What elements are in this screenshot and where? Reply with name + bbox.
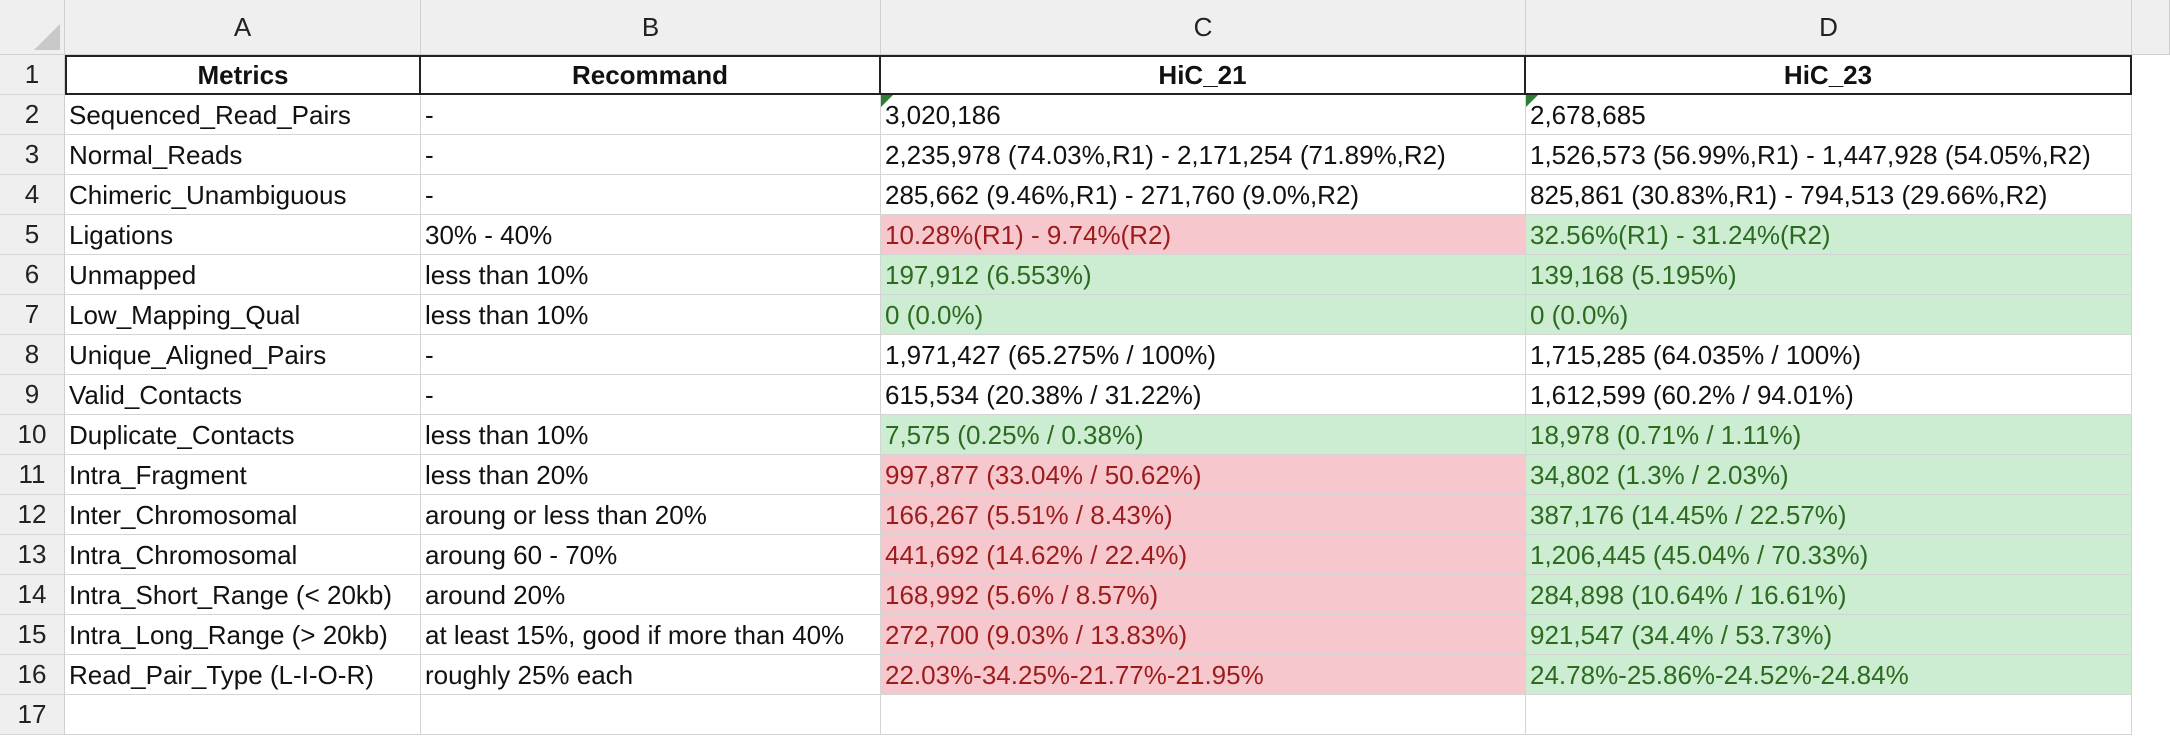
column-header-c[interactable]: C [881, 0, 1526, 55]
cell-b11[interactable]: less than 20% [421, 455, 881, 495]
cell-d12[interactable]: 387,176 (14.45% / 22.57%) [1526, 495, 2132, 535]
cell-c11[interactable]: 997,877 (33.04% / 50.62%) [881, 455, 1526, 495]
row-header-7[interactable]: 7 [0, 295, 65, 335]
cell-a3[interactable]: Normal_Reads [65, 135, 421, 175]
cell-a10[interactable]: Duplicate_Contacts [65, 415, 421, 455]
cell-c10[interactable]: 7,575 (0.25% / 0.38%) [881, 415, 1526, 455]
cell-b4[interactable]: - [421, 175, 881, 215]
cell-c14[interactable]: 168,992 (5.6% / 8.57%) [881, 575, 1526, 615]
cell-d5[interactable]: 32.56%(R1) - 31.24%(R2) [1526, 215, 2132, 255]
cell-c16[interactable]: 22.03%-34.25%-21.77%-21.95% [881, 655, 1526, 695]
cell-c13[interactable]: 441,692 (14.62% / 22.4%) [881, 535, 1526, 575]
row-header-3[interactable]: 3 [0, 135, 65, 175]
row-header-14[interactable]: 14 [0, 575, 65, 615]
cell-c9[interactable]: 615,534 (20.38% / 31.22%) [881, 375, 1526, 415]
row-header-6[interactable]: 6 [0, 255, 65, 295]
header-recommand[interactable]: Recommand [421, 55, 881, 95]
cell-a8[interactable]: Unique_Aligned_Pairs [65, 335, 421, 375]
cell-a4[interactable]: Chimeric_Unambiguous [65, 175, 421, 215]
row-header-4[interactable]: 4 [0, 175, 65, 215]
cell-d11[interactable]: 34,802 (1.3% / 2.03%) [1526, 455, 2132, 495]
cell-c17[interactable] [881, 695, 1526, 735]
cell-a9[interactable]: Valid_Contacts [65, 375, 421, 415]
cell-d4[interactable]: 825,861 (30.83%,R1) - 794,513 (29.66%,R2… [1526, 175, 2132, 215]
row-header-12[interactable]: 12 [0, 495, 65, 535]
cell-a6[interactable]: Unmapped [65, 255, 421, 295]
cell-a11[interactable]: Intra_Fragment [65, 455, 421, 495]
cell-d9[interactable]: 1,612,599 (60.2% / 94.01%) [1526, 375, 2132, 415]
cell-b13[interactable]: aroung 60 - 70% [421, 535, 881, 575]
cell-b2[interactable]: - [421, 95, 881, 135]
cell-b7[interactable]: less than 10% [421, 295, 881, 335]
cell-a17[interactable] [65, 695, 421, 735]
cell-b12[interactable]: aroung or less than 20% [421, 495, 881, 535]
cell-b10[interactable]: less than 10% [421, 415, 881, 455]
cell-a7[interactable]: Low_Mapping_Qual [65, 295, 421, 335]
row-header-15[interactable]: 15 [0, 615, 65, 655]
row-header-2[interactable]: 2 [0, 95, 65, 135]
cell-c6[interactable]: 197,912 (6.553%) [881, 255, 1526, 295]
cell-d17[interactable] [1526, 695, 2132, 735]
column-header-b[interactable]: B [421, 0, 881, 55]
cell-a12[interactable]: Inter_Chromosomal [65, 495, 421, 535]
cell-c8[interactable]: 1,971,427 (65.275% / 100%) [881, 335, 1526, 375]
error-indicator-icon [1526, 95, 1538, 107]
cell-d6[interactable]: 139,168 (5.195%) [1526, 255, 2132, 295]
cell-d14[interactable]: 284,898 (10.64% / 16.61%) [1526, 575, 2132, 615]
row-header-13[interactable]: 13 [0, 535, 65, 575]
row-header-11[interactable]: 11 [0, 455, 65, 495]
cell-a15[interactable]: Intra_Long_Range (> 20kb) [65, 615, 421, 655]
row-header-9[interactable]: 9 [0, 375, 65, 415]
cell-d8[interactable]: 1,715,285 (64.035% / 100%) [1526, 335, 2132, 375]
cell-a5[interactable]: Ligations [65, 215, 421, 255]
cell-c4[interactable]: 285,662 (9.46%,R1) - 271,760 (9.0%,R2) [881, 175, 1526, 215]
header-metrics[interactable]: Metrics [65, 55, 421, 95]
row-header-8[interactable]: 8 [0, 335, 65, 375]
cell-a16[interactable]: Read_Pair_Type (L-I-O-R) [65, 655, 421, 695]
cell-c3[interactable]: 2,235,978 (74.03%,R1) - 2,171,254 (71.89… [881, 135, 1526, 175]
cell-d10[interactable]: 18,978 (0.71% / 1.11%) [1526, 415, 2132, 455]
row-header-10[interactable]: 10 [0, 415, 65, 455]
header-hic23[interactable]: HiC_23 [1526, 55, 2132, 95]
cell-b3[interactable]: - [421, 135, 881, 175]
cell-c2[interactable]: 3,020,186 [881, 95, 1526, 135]
cell-d15[interactable]: 921,547 (34.4% / 53.73%) [1526, 615, 2132, 655]
cell-d16[interactable]: 24.78%-25.86%-24.52%-24.84% [1526, 655, 2132, 695]
cell-b16[interactable]: roughly 25% each [421, 655, 881, 695]
column-header-d[interactable]: D [1526, 0, 2132, 55]
cell-c5[interactable]: 10.28%(R1) - 9.74%(R2) [881, 215, 1526, 255]
row-header-17[interactable]: 17 [0, 695, 65, 735]
cell-d7[interactable]: 0 (0.0%) [1526, 295, 2132, 335]
column-header-empty[interactable] [2132, 0, 2170, 55]
row-header-5[interactable]: 5 [0, 215, 65, 255]
cell-a13[interactable]: Intra_Chromosomal [65, 535, 421, 575]
cell-a2[interactable]: Sequenced_Read_Pairs [65, 95, 421, 135]
select-all-icon [34, 24, 60, 50]
cell-b5[interactable]: 30% - 40% [421, 215, 881, 255]
cell-b14[interactable]: around 20% [421, 575, 881, 615]
cell-c7[interactable]: 0 (0.0%) [881, 295, 1526, 335]
cell-a14[interactable]: Intra_Short_Range (< 20kb) [65, 575, 421, 615]
error-indicator-icon [881, 95, 893, 107]
cell-d2[interactable]: 2,678,685 [1526, 95, 2132, 135]
cell-b17[interactable] [421, 695, 881, 735]
row-header-16[interactable]: 16 [0, 655, 65, 695]
cell-b8[interactable]: - [421, 335, 881, 375]
cell-b9[interactable]: - [421, 375, 881, 415]
cell-b6[interactable]: less than 10% [421, 255, 881, 295]
row-header-1[interactable]: 1 [0, 55, 65, 95]
cell-d13[interactable]: 1,206,445 (45.04% / 70.33%) [1526, 535, 2132, 575]
cell-d3[interactable]: 1,526,573 (56.99%,R1) - 1,447,928 (54.05… [1526, 135, 2132, 175]
select-all-corner[interactable] [0, 0, 65, 55]
column-header-a[interactable]: A [65, 0, 421, 55]
cell-c15[interactable]: 272,700 (9.03% / 13.83%) [881, 615, 1526, 655]
cell-b15[interactable]: at least 15%, good if more than 40% [421, 615, 881, 655]
cell-c12[interactable]: 166,267 (5.51% / 8.43%) [881, 495, 1526, 535]
header-hic21[interactable]: HiC_21 [881, 55, 1526, 95]
